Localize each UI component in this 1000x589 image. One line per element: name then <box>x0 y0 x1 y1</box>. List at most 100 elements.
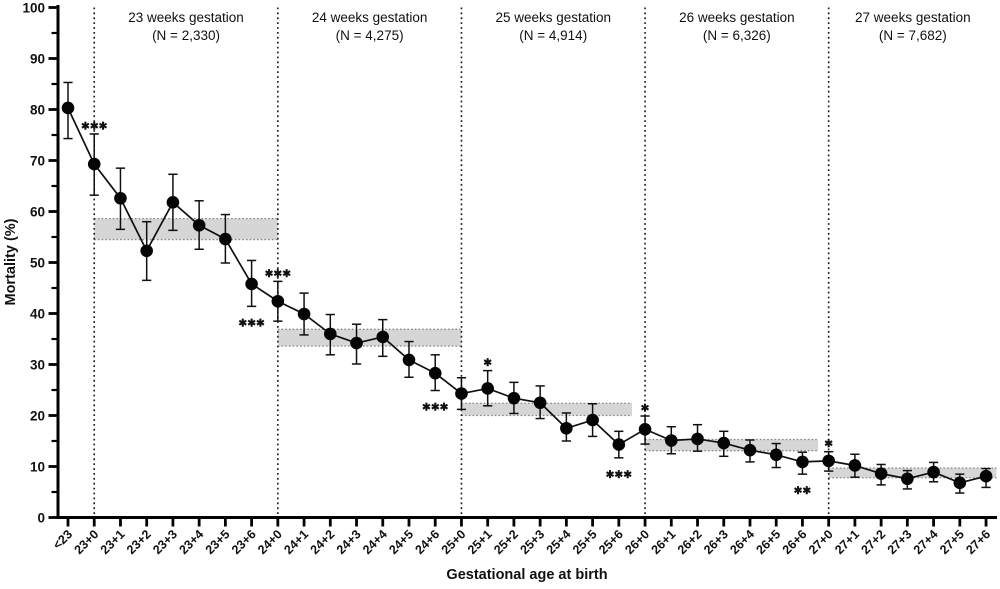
x-tick-label: 27+6 <box>963 527 993 557</box>
chart-layers: ✱✱✱✱✱✱✱✱✱✱✱✱✱✱✱✱✱✱✱✱01020304050607080901… <box>22 0 997 557</box>
week-group-n: (N = 7,682) <box>879 28 947 43</box>
x-tick-label: 25+4 <box>544 527 574 557</box>
data-point <box>87 157 101 171</box>
data-point <box>428 366 442 380</box>
data-point <box>297 307 311 321</box>
x-tick-label: 27+0 <box>806 527 836 557</box>
y-tick-label: 20 <box>30 408 45 423</box>
x-tick-label: 26+6 <box>780 527 810 557</box>
week-ci-band <box>94 218 278 240</box>
x-tick-label: 26+1 <box>649 527 679 557</box>
week-group-n: (N = 4,914) <box>519 28 587 43</box>
x-tick-label: 26+5 <box>754 527 784 557</box>
week-group-label: 23 weeks gestation <box>128 10 244 25</box>
error-bars <box>63 81 991 494</box>
significance-marker: ✱ <box>641 403 650 415</box>
week-group-n: (N = 4,275) <box>336 28 404 43</box>
x-tick-label: 23+6 <box>229 527 259 557</box>
week-group-label: 26 weeks gestation <box>679 10 795 25</box>
data-point <box>533 396 547 410</box>
week-group-n: (N = 6,326) <box>703 28 771 43</box>
y-tick-label: 0 <box>37 510 45 525</box>
y-tick-label: 30 <box>30 357 45 372</box>
data-point <box>166 196 180 209</box>
week-ci-bands <box>94 217 997 479</box>
data-point <box>481 382 494 395</box>
data-point <box>140 244 153 258</box>
data-point <box>271 294 285 308</box>
x-tick-label: 27+5 <box>937 527 967 557</box>
x-tick-label: 27+4 <box>911 527 941 557</box>
data-point <box>979 469 993 483</box>
data-point <box>769 448 783 462</box>
data-point <box>586 413 599 427</box>
x-tick-label: 24+5 <box>386 527 416 557</box>
data-point <box>455 387 468 400</box>
data-point <box>612 438 626 451</box>
x-tick-label: 25+0 <box>439 527 469 557</box>
data-point <box>245 277 258 291</box>
x-tick-label: 24+4 <box>360 527 390 557</box>
significance-marker: ✱ <box>483 357 492 369</box>
week-separators <box>93 7 830 516</box>
x-tick-label: 27+2 <box>858 527 888 557</box>
data-points <box>61 101 993 490</box>
significance-marker: ✱✱✱ <box>265 268 292 280</box>
data-point <box>376 330 390 344</box>
significance-marker: ✱✱ <box>794 485 812 497</box>
x-axis-title: Gestational age at birth <box>446 567 607 583</box>
x-tick-label: 27+1 <box>832 527 862 557</box>
week-ci-band <box>828 468 997 478</box>
data-point <box>717 436 731 450</box>
data-point <box>324 327 337 341</box>
week-ci-band <box>277 329 462 347</box>
y-tick-label: 10 <box>30 459 45 474</box>
significance-marker: ✱✱✱ <box>422 402 449 414</box>
week-group-label: 24 weeks gestation <box>312 10 428 25</box>
data-point <box>560 421 573 435</box>
week-group-n: (N = 2,330) <box>152 28 220 43</box>
x-tick-label: 23+0 <box>72 527 102 557</box>
week-group-label: 25 weeks gestation <box>495 10 611 25</box>
data-point <box>61 101 75 115</box>
significance-marker: ✱ <box>824 438 833 450</box>
x-tick-label: 26+4 <box>727 527 757 557</box>
x-tick-label: 25+1 <box>465 527 495 557</box>
x-tick-label: 24+6 <box>413 527 443 557</box>
data-point <box>901 472 914 486</box>
data-point <box>114 191 127 205</box>
x-tick-label: 26+0 <box>622 527 652 557</box>
data-point <box>402 353 416 367</box>
data-point <box>848 459 862 472</box>
data-point <box>743 443 757 457</box>
significance-markers: ✱✱✱✱✱✱✱✱✱✱✱✱✱✱✱✱✱✱✱✱ <box>81 120 833 497</box>
y-tick-label: 50 <box>30 255 45 270</box>
data-point <box>507 391 521 405</box>
x-tick-label: 24+2 <box>308 527 338 557</box>
x-tick-label: 23+4 <box>176 527 206 557</box>
data-point <box>927 465 940 479</box>
x-tick-label: 24+1 <box>281 527 311 557</box>
x-tick-label: 24+3 <box>334 527 364 557</box>
x-tick-label: 25+6 <box>596 527 626 557</box>
x-tick-label: 23+5 <box>203 527 233 557</box>
x-tick-label: 23+3 <box>150 527 180 557</box>
data-point <box>822 454 835 468</box>
data-point <box>664 434 678 447</box>
x-tick-label: 25+5 <box>570 527 600 557</box>
data-point <box>796 455 809 469</box>
y-tick-label: 60 <box>30 204 45 219</box>
mortality-line <box>67 107 987 484</box>
data-point <box>219 232 232 246</box>
y-tick-label: 80 <box>30 102 45 117</box>
x-tick-label: 24+0 <box>255 527 285 557</box>
data-point <box>350 336 363 350</box>
x-tick-label: 25+3 <box>517 527 547 557</box>
y-tick-label: 100 <box>22 0 45 15</box>
y-axis-title: Mortality (%) <box>3 218 19 305</box>
x-tick-label: 27+3 <box>885 527 915 557</box>
week-group-label: 27 weeks gestation <box>855 10 971 25</box>
data-point <box>874 467 888 480</box>
